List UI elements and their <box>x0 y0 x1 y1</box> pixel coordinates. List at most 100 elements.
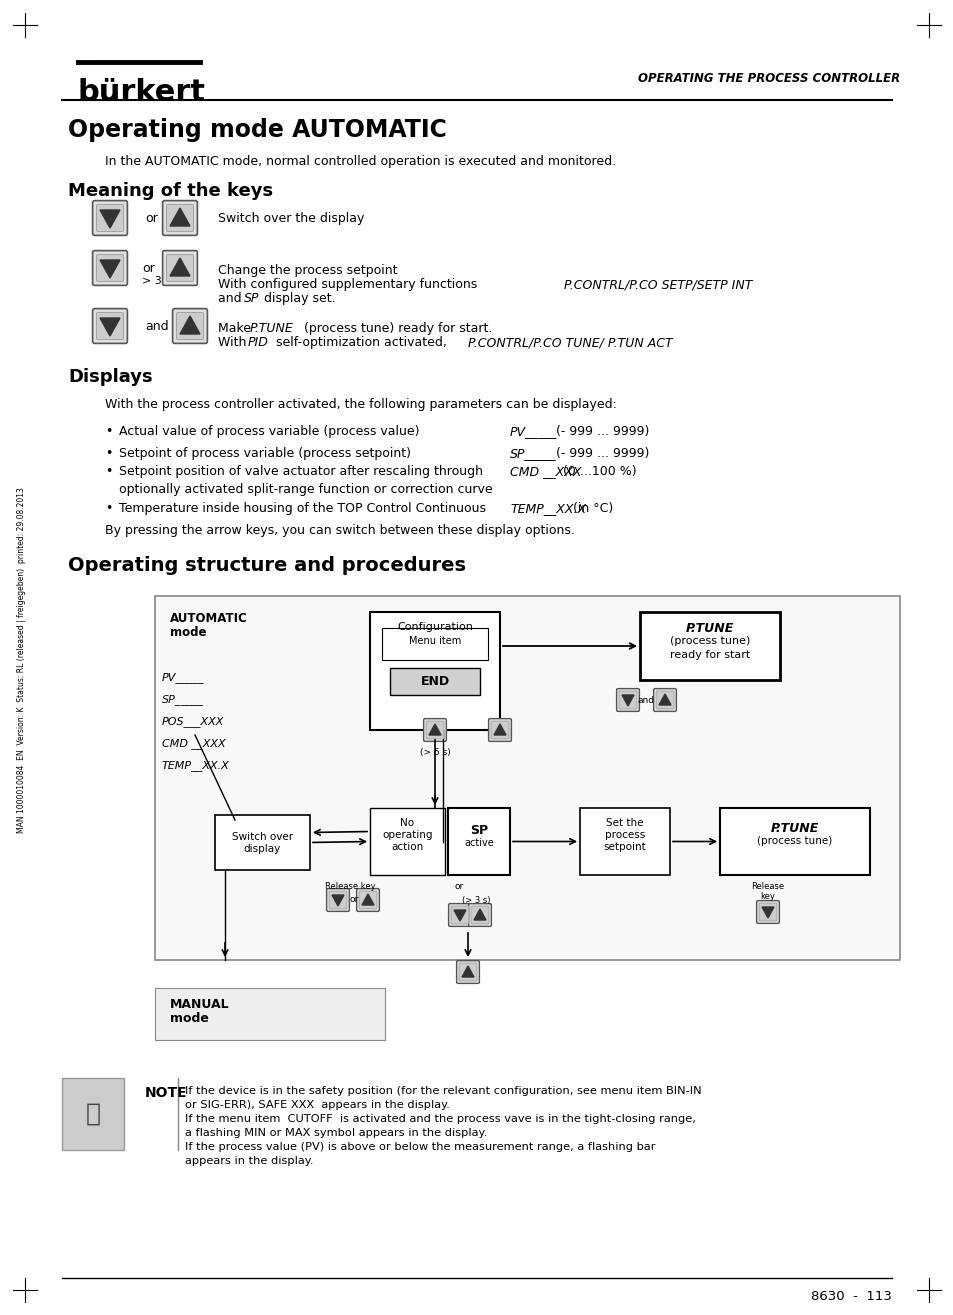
Text: If the process value (PV) is above or below the measurement range, a flashing ba: If the process value (PV) is above or be… <box>185 1141 655 1152</box>
FancyBboxPatch shape <box>92 251 128 285</box>
Text: setpoint: setpoint <box>603 842 646 852</box>
FancyBboxPatch shape <box>92 309 128 343</box>
Text: •: • <box>105 425 112 438</box>
Text: TEMP__XX.X: TEMP__XX.X <box>162 760 230 771</box>
Text: action: action <box>391 842 423 852</box>
Text: •: • <box>105 447 112 460</box>
FancyBboxPatch shape <box>96 255 123 281</box>
Text: SP: SP <box>244 292 259 305</box>
Text: NOTE: NOTE <box>145 1086 188 1101</box>
FancyBboxPatch shape <box>448 903 471 926</box>
Polygon shape <box>361 894 374 905</box>
Bar <box>154 988 385 1040</box>
FancyBboxPatch shape <box>96 205 123 231</box>
Text: process: process <box>604 830 644 840</box>
FancyBboxPatch shape <box>326 889 349 911</box>
FancyBboxPatch shape <box>96 313 123 339</box>
FancyBboxPatch shape <box>456 960 479 984</box>
Text: (process tune): (process tune) <box>757 836 832 846</box>
Text: Switch over the display: Switch over the display <box>218 212 364 225</box>
FancyBboxPatch shape <box>423 718 446 742</box>
Bar <box>390 668 479 696</box>
Text: and: and <box>218 292 245 305</box>
Text: PV_____: PV_____ <box>162 672 204 682</box>
Text: Displays: Displays <box>68 368 152 387</box>
Text: OPERATING THE PROCESS CONTROLLER: OPERATING THE PROCESS CONTROLLER <box>638 72 899 85</box>
Text: Make: Make <box>218 322 254 335</box>
Text: (in °C): (in °C) <box>564 502 613 515</box>
Text: P.CONTRL/P.CO TUNE/ P.TUN ACT: P.CONTRL/P.CO TUNE/ P.TUN ACT <box>468 337 672 348</box>
Text: With: With <box>218 337 250 348</box>
Text: bürkert: bürkert <box>78 78 206 107</box>
Text: ready for start: ready for start <box>669 650 749 660</box>
Text: •: • <box>105 502 112 515</box>
Text: CMD __XXX: CMD __XXX <box>162 738 226 750</box>
Text: END: END <box>420 675 449 688</box>
Text: or SIG-ERR), SAFE XXX  appears in the display.: or SIG-ERR), SAFE XXX appears in the dis… <box>185 1101 450 1110</box>
Polygon shape <box>474 909 485 920</box>
Text: Release: Release <box>751 882 783 892</box>
Text: or: or <box>145 212 157 225</box>
FancyBboxPatch shape <box>653 689 676 711</box>
Text: TEMP__XX.X: TEMP__XX.X <box>510 502 585 515</box>
Text: Release key: Release key <box>325 882 375 892</box>
Text: optionally activated split-range function or correction curve: optionally activated split-range functio… <box>119 483 492 496</box>
Text: With the process controller activated, the following parameters can be displayed: With the process controller activated, t… <box>105 398 617 412</box>
Text: Temperature inside housing of the TOP Control Continuous: Temperature inside housing of the TOP Co… <box>119 502 485 515</box>
Text: P.TUNE: P.TUNE <box>250 322 294 335</box>
Polygon shape <box>332 896 344 906</box>
Text: MAN 1000010084  EN  Version: K  Status: RL (released | freigegeben)  printed: 29: MAN 1000010084 EN Version: K Status: RL … <box>17 487 27 832</box>
Text: P.CONTRL/P.CO SETP/SETP INT: P.CONTRL/P.CO SETP/SETP INT <box>563 277 752 291</box>
FancyBboxPatch shape <box>358 892 376 909</box>
Polygon shape <box>494 725 505 735</box>
Bar <box>579 807 669 874</box>
FancyBboxPatch shape <box>488 718 511 742</box>
Bar <box>370 807 444 874</box>
Text: Set the: Set the <box>605 818 643 828</box>
Text: PID: PID <box>248 337 269 348</box>
Text: PV_____: PV_____ <box>510 425 557 438</box>
Text: and: and <box>638 696 655 705</box>
FancyBboxPatch shape <box>162 201 197 235</box>
Bar <box>214 815 310 871</box>
Bar <box>381 629 488 660</box>
Text: > 3 sec: > 3 sec <box>142 276 184 285</box>
Text: (process tune) ready for start.: (process tune) ready for start. <box>299 322 492 335</box>
Text: By pressing the arrow keys, you can switch between these display options.: By pressing the arrow keys, you can swit… <box>105 523 575 537</box>
Text: If the device is in the safety position (for the relevant configuration, see men: If the device is in the safety position … <box>185 1086 700 1095</box>
Text: •: • <box>105 466 112 477</box>
Text: With configured supplementary functions: With configured supplementary functions <box>218 277 480 291</box>
Text: display: display <box>244 843 281 853</box>
Text: SP_____: SP_____ <box>510 447 556 460</box>
FancyBboxPatch shape <box>172 309 207 343</box>
Polygon shape <box>429 725 440 735</box>
Polygon shape <box>461 967 474 977</box>
Text: key: key <box>760 892 775 901</box>
Text: MANUAL: MANUAL <box>170 998 230 1011</box>
Text: In the AUTOMATIC mode, normal controlled operation is executed and monitored.: In the AUTOMATIC mode, normal controlled… <box>105 155 616 168</box>
Text: P.TUNE: P.TUNE <box>685 622 734 635</box>
Text: Change the process setpoint: Change the process setpoint <box>218 264 397 277</box>
Text: Operating mode AUTOMATIC: Operating mode AUTOMATIC <box>68 118 446 142</box>
FancyBboxPatch shape <box>356 889 379 911</box>
FancyBboxPatch shape <box>92 201 128 235</box>
FancyBboxPatch shape <box>426 721 443 739</box>
Bar <box>154 596 899 960</box>
FancyBboxPatch shape <box>468 903 491 926</box>
Text: No: No <box>400 818 415 828</box>
Bar <box>448 807 510 874</box>
Text: ✋: ✋ <box>86 1102 100 1126</box>
Polygon shape <box>659 694 670 705</box>
Text: 8630  -  113: 8630 - 113 <box>810 1290 891 1303</box>
Text: Actual value of process variable (process value): Actual value of process variable (proces… <box>119 425 419 438</box>
Text: a flashing MIN or MAX symbol appears in the display.: a flashing MIN or MAX symbol appears in … <box>185 1128 487 1137</box>
Polygon shape <box>170 258 190 276</box>
Polygon shape <box>100 210 120 227</box>
FancyBboxPatch shape <box>756 901 779 923</box>
FancyBboxPatch shape <box>471 906 488 924</box>
FancyBboxPatch shape <box>167 255 193 281</box>
Text: (> 3 s): (> 3 s) <box>461 896 490 905</box>
Text: (> 5 s): (> 5 s) <box>419 748 450 757</box>
Text: Setpoint position of valve actuator after rescaling through: Setpoint position of valve actuator afte… <box>119 466 482 477</box>
Text: (- 999 ... 9999): (- 999 ... 9999) <box>548 425 649 438</box>
